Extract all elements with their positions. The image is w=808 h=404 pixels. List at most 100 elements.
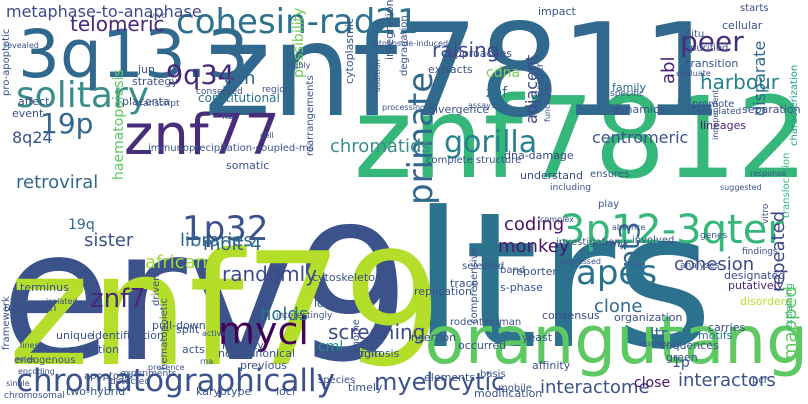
- word: investigation: [556, 237, 621, 248]
- word: 3p12-3qter: [560, 207, 784, 253]
- word: znf: [486, 85, 508, 101]
- word: transcript: [136, 99, 180, 109]
- word: designated: [724, 269, 786, 282]
- word: highly: [286, 61, 311, 70]
- word: cml: [318, 339, 344, 355]
- word: peer: [680, 25, 744, 58]
- word: expressed: [560, 257, 601, 266]
- word: complex: [540, 215, 574, 224]
- word: terminus: [20, 281, 69, 294]
- word: vivo: [150, 11, 167, 20]
- word: cohesion: [674, 254, 755, 275]
- word: roles: [16, 355, 36, 364]
- word: loci: [276, 385, 295, 398]
- word: identification: [92, 329, 164, 342]
- word: two-hybrid: [66, 385, 126, 398]
- word: acts: [182, 343, 205, 356]
- word: addition: [373, 59, 382, 92]
- word: rearrangements: [305, 75, 316, 156]
- word: including: [550, 183, 591, 193]
- word: findings: [742, 247, 778, 257]
- word: s-phase: [500, 281, 543, 294]
- word: response: [750, 169, 787, 178]
- word: chromatids: [330, 136, 431, 157]
- word: znf7811: [204, 0, 724, 146]
- word: apoptosis: [84, 371, 133, 382]
- word: origin: [350, 347, 382, 360]
- word: centromeric: [592, 128, 689, 147]
- word: active: [202, 329, 227, 338]
- word: characterization: [789, 64, 800, 146]
- word: experiments: [120, 369, 177, 379]
- word: insertion: [408, 331, 457, 344]
- word: 3q13.3: [18, 16, 249, 93]
- word: locus: [314, 297, 343, 310]
- word: analyses: [680, 261, 720, 271]
- word: occurred: [458, 339, 507, 352]
- word: hematopoietic: [159, 298, 170, 370]
- word: 1p: [672, 355, 690, 371]
- word: raising: [432, 38, 500, 62]
- word: green: [666, 351, 698, 364]
- word: erv9: [0, 190, 411, 402]
- word: dynamics: [612, 103, 665, 116]
- word: close: [634, 375, 671, 391]
- word: jun: [138, 63, 155, 76]
- word: strategy: [132, 75, 178, 88]
- word: vitro: [761, 203, 771, 224]
- word: telomeric: [70, 12, 165, 36]
- word: ltrs: [412, 172, 714, 391]
- word: assays: [468, 101, 496, 110]
- word: pro-apoptotic: [1, 28, 12, 96]
- word: involved: [632, 235, 675, 246]
- word: cellular: [722, 19, 763, 32]
- word: comprehensive: [469, 247, 480, 324]
- word: myelocytic: [374, 368, 505, 396]
- word: integration: [383, 0, 396, 61]
- word: reporter: [512, 265, 557, 278]
- word: evolution: [68, 343, 120, 356]
- word: split: [176, 323, 200, 336]
- word: previous: [240, 359, 288, 372]
- word: organization: [614, 311, 683, 324]
- word: species: [318, 375, 356, 386]
- word: screening: [328, 320, 426, 344]
- word: timely: [348, 381, 383, 394]
- word: understand: [520, 169, 583, 182]
- word: affinity: [532, 359, 571, 372]
- word: modification: [474, 387, 543, 400]
- word: solitary: [16, 75, 150, 116]
- word: non-canonical: [218, 347, 296, 360]
- word: retroviral: [16, 172, 99, 193]
- word: translocation: [781, 152, 792, 218]
- word: promote: [692, 99, 735, 110]
- word: pcr: [752, 375, 768, 386]
- word: event: [12, 107, 44, 120]
- word: complete structure: [426, 155, 522, 166]
- word: lineages: [700, 119, 747, 132]
- word: myc: [610, 239, 632, 250]
- word: approaches: [448, 47, 512, 60]
- word: mycl: [218, 309, 309, 353]
- word: cell: [260, 131, 274, 140]
- word: 8q24: [12, 128, 53, 147]
- word: cytoskeleton: [312, 271, 382, 284]
- word: endogenous: [14, 355, 76, 366]
- word: orangutang: [424, 302, 808, 379]
- word: znf77: [124, 103, 280, 168]
- word: karyotype: [196, 385, 252, 398]
- word: motility: [222, 339, 264, 352]
- word: pull-down: [152, 319, 206, 332]
- word: nuclear: [640, 339, 670, 348]
- word: carries: [708, 321, 746, 334]
- word: genome: [351, 319, 362, 360]
- word: 19q: [68, 217, 95, 233]
- word: situ: [686, 29, 705, 40]
- word: dna-damage: [504, 149, 574, 162]
- word: sequences: [660, 339, 719, 352]
- word: specific: [610, 89, 645, 99]
- word: kb: [222, 111, 235, 122]
- word: functional: [543, 82, 552, 122]
- word: separation: [742, 103, 801, 116]
